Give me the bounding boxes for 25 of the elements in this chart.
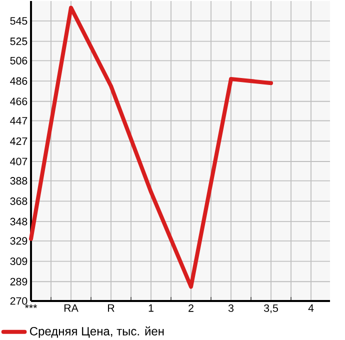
y-tick-label: 388	[10, 177, 28, 185]
y-tick-label: 289	[10, 278, 28, 286]
y-tick-label: 309	[10, 258, 28, 266]
x-tick-label: 2	[188, 304, 194, 312]
x-tick-label: ***	[24, 304, 38, 308]
y-tick-label: 368	[10, 197, 28, 205]
y-tick-label: 447	[10, 117, 28, 124]
line-series	[29, 6, 274, 289]
y-tick-label: 270	[10, 297, 28, 305]
x-tick-label: RA	[64, 304, 78, 312]
y-tick-label: 486	[10, 77, 28, 85]
y-tick-label: 506	[10, 56, 28, 64]
y-tick-label: 466	[10, 98, 28, 106]
y-tick-label: 407	[10, 158, 28, 166]
x-tick-label: 1	[148, 304, 154, 312]
x-tick-label: R	[108, 304, 114, 312]
y-tick-label: 329	[10, 237, 28, 245]
x-tick-label: 3,5	[264, 304, 278, 314]
y-tick-label: 545	[10, 17, 28, 25]
x-tick-label: 4	[308, 304, 314, 312]
y-tick-label: 525	[10, 38, 28, 46]
y-tick-label: 348	[10, 218, 28, 226]
x-tick-label: 3	[228, 304, 234, 312]
y-tick-label: 427	[10, 137, 28, 145]
legend-label: Средняя Цена, тыс. йен	[30, 326, 164, 338]
